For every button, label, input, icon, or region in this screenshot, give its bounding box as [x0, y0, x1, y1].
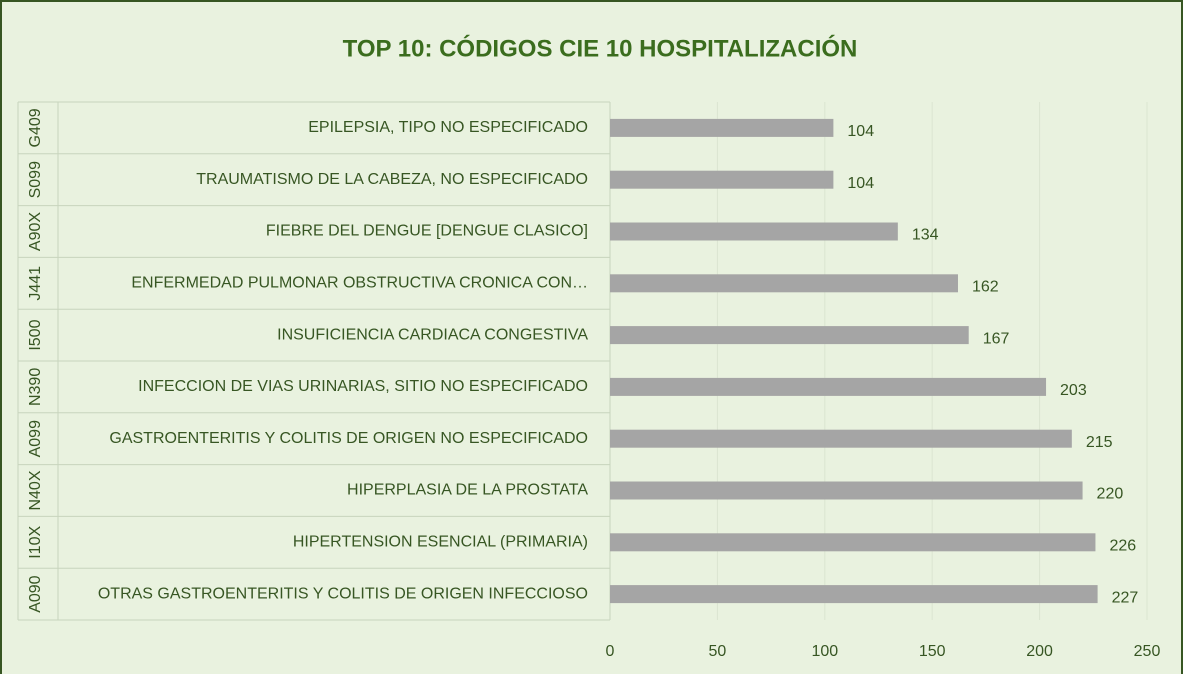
bar — [610, 222, 898, 241]
code-label: S099 — [27, 161, 44, 198]
code-label: I500 — [27, 319, 44, 350]
category-label: HIPERPLASIA DE LA PROSTATA — [347, 482, 588, 499]
data-label: 226 — [1109, 538, 1136, 555]
x-tick-label: 200 — [1026, 643, 1053, 660]
category-label: INSUFICIENCIA CARDIACA CONGESTIVA — [277, 326, 588, 343]
x-tick-label: 0 — [606, 643, 615, 660]
category-label: OTRAS GASTROENTERITIS Y COLITIS DE ORIGE… — [98, 585, 588, 602]
code-label: A099 — [27, 420, 44, 457]
category-label: FIEBRE DEL DENGUE [DENGUE CLASICO] — [266, 223, 588, 240]
code-label: A90X — [27, 212, 44, 251]
data-label: 104 — [847, 123, 874, 140]
bar — [610, 533, 1096, 552]
code-label: N40X — [27, 470, 44, 510]
bar — [610, 170, 834, 189]
bar — [610, 274, 958, 293]
category-label: TRAUMATISMO DE LA CABEZA, NO ESPECIFICAD… — [196, 171, 588, 188]
bar — [610, 585, 1098, 604]
x-tick-label: 250 — [1134, 643, 1161, 660]
code-label: A090 — [27, 575, 44, 612]
x-tick-label: 150 — [919, 643, 946, 660]
category-label: EPILEPSIA, TIPO NO ESPECIFICADO — [308, 119, 588, 136]
bar — [610, 118, 834, 137]
code-label: N390 — [27, 368, 44, 406]
x-tick-label: 50 — [709, 643, 727, 660]
category-label: GASTROENTERITIS Y COLITIS DE ORIGEN NO E… — [109, 430, 588, 447]
data-label: 215 — [1086, 434, 1113, 451]
category-label: HIPERTENSION ESENCIAL (PRIMARIA) — [293, 534, 588, 551]
bar — [610, 377, 1047, 396]
chart-title: TOP 10: CÓDIGOS CIE 10 HOSPITALIZACIÓN — [343, 34, 858, 62]
category-label: ENFERMEDAD PULMONAR OBSTRUCTIVA CRONICA … — [131, 275, 588, 292]
code-label: I10X — [27, 526, 44, 559]
bar — [610, 326, 969, 345]
bar — [610, 481, 1083, 500]
data-label: 227 — [1112, 589, 1139, 606]
data-label: 203 — [1060, 382, 1087, 399]
code-label: G409 — [27, 108, 44, 147]
data-label: 104 — [847, 175, 874, 192]
bar — [610, 429, 1072, 448]
data-label: 162 — [972, 279, 999, 296]
x-tick-label: 100 — [811, 643, 838, 660]
data-label: 220 — [1097, 486, 1124, 503]
data-label: 167 — [983, 330, 1010, 347]
code-label: J441 — [27, 266, 44, 301]
data-label: 134 — [912, 227, 939, 244]
category-label: INFECCION DE VIAS URINARIAS, SITIO NO ES… — [138, 378, 588, 395]
